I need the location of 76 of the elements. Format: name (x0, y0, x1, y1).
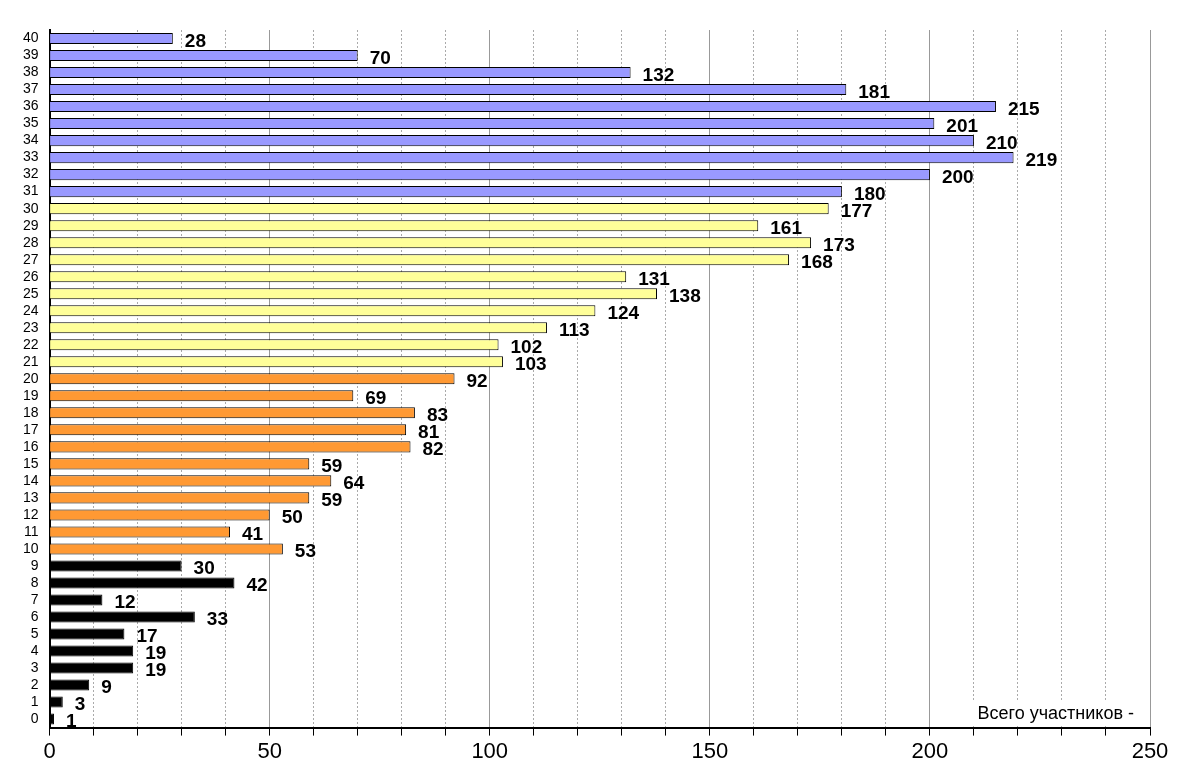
x-tick-label: 200 (911, 737, 949, 763)
y-tick-label: 17 (22, 420, 39, 437)
data-label: 59 (321, 489, 343, 511)
y-tick-label: 40 (22, 29, 39, 46)
y-tick-label: 31 (22, 182, 39, 199)
data-label: 9 (101, 676, 112, 698)
y-tick-label: 20 (22, 369, 39, 386)
y-tick-label: 0 (30, 709, 39, 726)
y-tick-label: 8 (30, 573, 39, 590)
y-tick-label: 21 (22, 352, 39, 369)
x-tick-label: 50 (257, 737, 282, 763)
annotation: Всего участников - (977, 702, 1134, 723)
y-tick-label: 15 (22, 454, 39, 471)
y-tick-label: 9 (30, 556, 39, 573)
y-tick-label: 33 (22, 148, 39, 165)
y-tick-label: 37 (22, 80, 39, 97)
data-label: 201 (946, 114, 979, 136)
y-tick-label: 28 (22, 233, 39, 250)
data-label: 113 (558, 318, 590, 340)
y-tick-label: 4 (30, 641, 39, 658)
y-tick-label: 19 (22, 386, 39, 403)
y-tick-label: 35 (22, 114, 39, 131)
x-tick-label: 150 (691, 737, 729, 763)
data-label: 3 (74, 693, 86, 715)
y-tick-label: 5 (30, 624, 39, 641)
data-label: 131 (638, 267, 671, 289)
data-label: 161 (770, 216, 803, 238)
y-tick-label: 36 (22, 97, 39, 114)
y-tick-label: 18 (22, 403, 39, 420)
y-tick-label: 12 (22, 505, 39, 522)
y-tick-label: 22 (22, 335, 39, 352)
data-label: 28 (184, 29, 206, 51)
data-label: 59 (321, 455, 343, 477)
x-tick-label: 250 (1131, 737, 1169, 763)
y-tick-label: 23 (22, 318, 39, 335)
data-label: 210 (985, 131, 1018, 153)
data-label: 219 (1025, 148, 1058, 170)
data-label: 70 (369, 46, 391, 68)
data-label: 92 (466, 370, 488, 392)
y-tick-label: 11 (24, 522, 39, 539)
y-tick-label: 26 (22, 267, 39, 284)
data-label: 53 (294, 540, 316, 562)
data-label: 30 (193, 557, 215, 579)
y-tick-label: 27 (22, 250, 39, 267)
data-label: 69 (365, 387, 387, 409)
y-tick-label: 39 (22, 46, 39, 63)
x-tick-label: 100 (471, 737, 509, 763)
data-label: 42 (246, 574, 268, 596)
data-label: 124 (607, 301, 640, 323)
data-label: 181 (858, 80, 891, 102)
data-label: 64 (343, 472, 365, 494)
data-label: 138 (669, 284, 701, 306)
y-tick-label: 29 (22, 216, 39, 233)
y-tick-label: 25 (22, 284, 39, 301)
y-tick-label: 3 (30, 658, 39, 675)
y-tick-label: 24 (22, 301, 39, 318)
data-label: 200 (941, 165, 974, 187)
y-tick-label: 14 (22, 471, 39, 488)
data-label: 50 (281, 506, 303, 528)
y-tick-label: 10 (22, 539, 39, 556)
y-tick-label: 1 (30, 692, 39, 709)
data-label: 132 (642, 63, 675, 85)
y-tick-label: 32 (22, 165, 39, 182)
y-tick-label: 6 (30, 607, 39, 624)
y-tick-label: 2 (30, 675, 39, 692)
data-label: 12 (114, 591, 136, 613)
y-tick-label: 16 (22, 437, 39, 454)
y-tick-label: 38 (22, 63, 39, 80)
y-tick-label: 34 (22, 131, 39, 148)
y-tick-label: 7 (30, 590, 39, 607)
data-label: 1 (65, 710, 77, 732)
data-label: 33 (206, 608, 228, 630)
y-tick-label: 30 (22, 199, 39, 216)
data-label: 41 (242, 523, 264, 545)
y-tick-label: 13 (22, 488, 39, 505)
data-label: 215 (1007, 97, 1041, 119)
